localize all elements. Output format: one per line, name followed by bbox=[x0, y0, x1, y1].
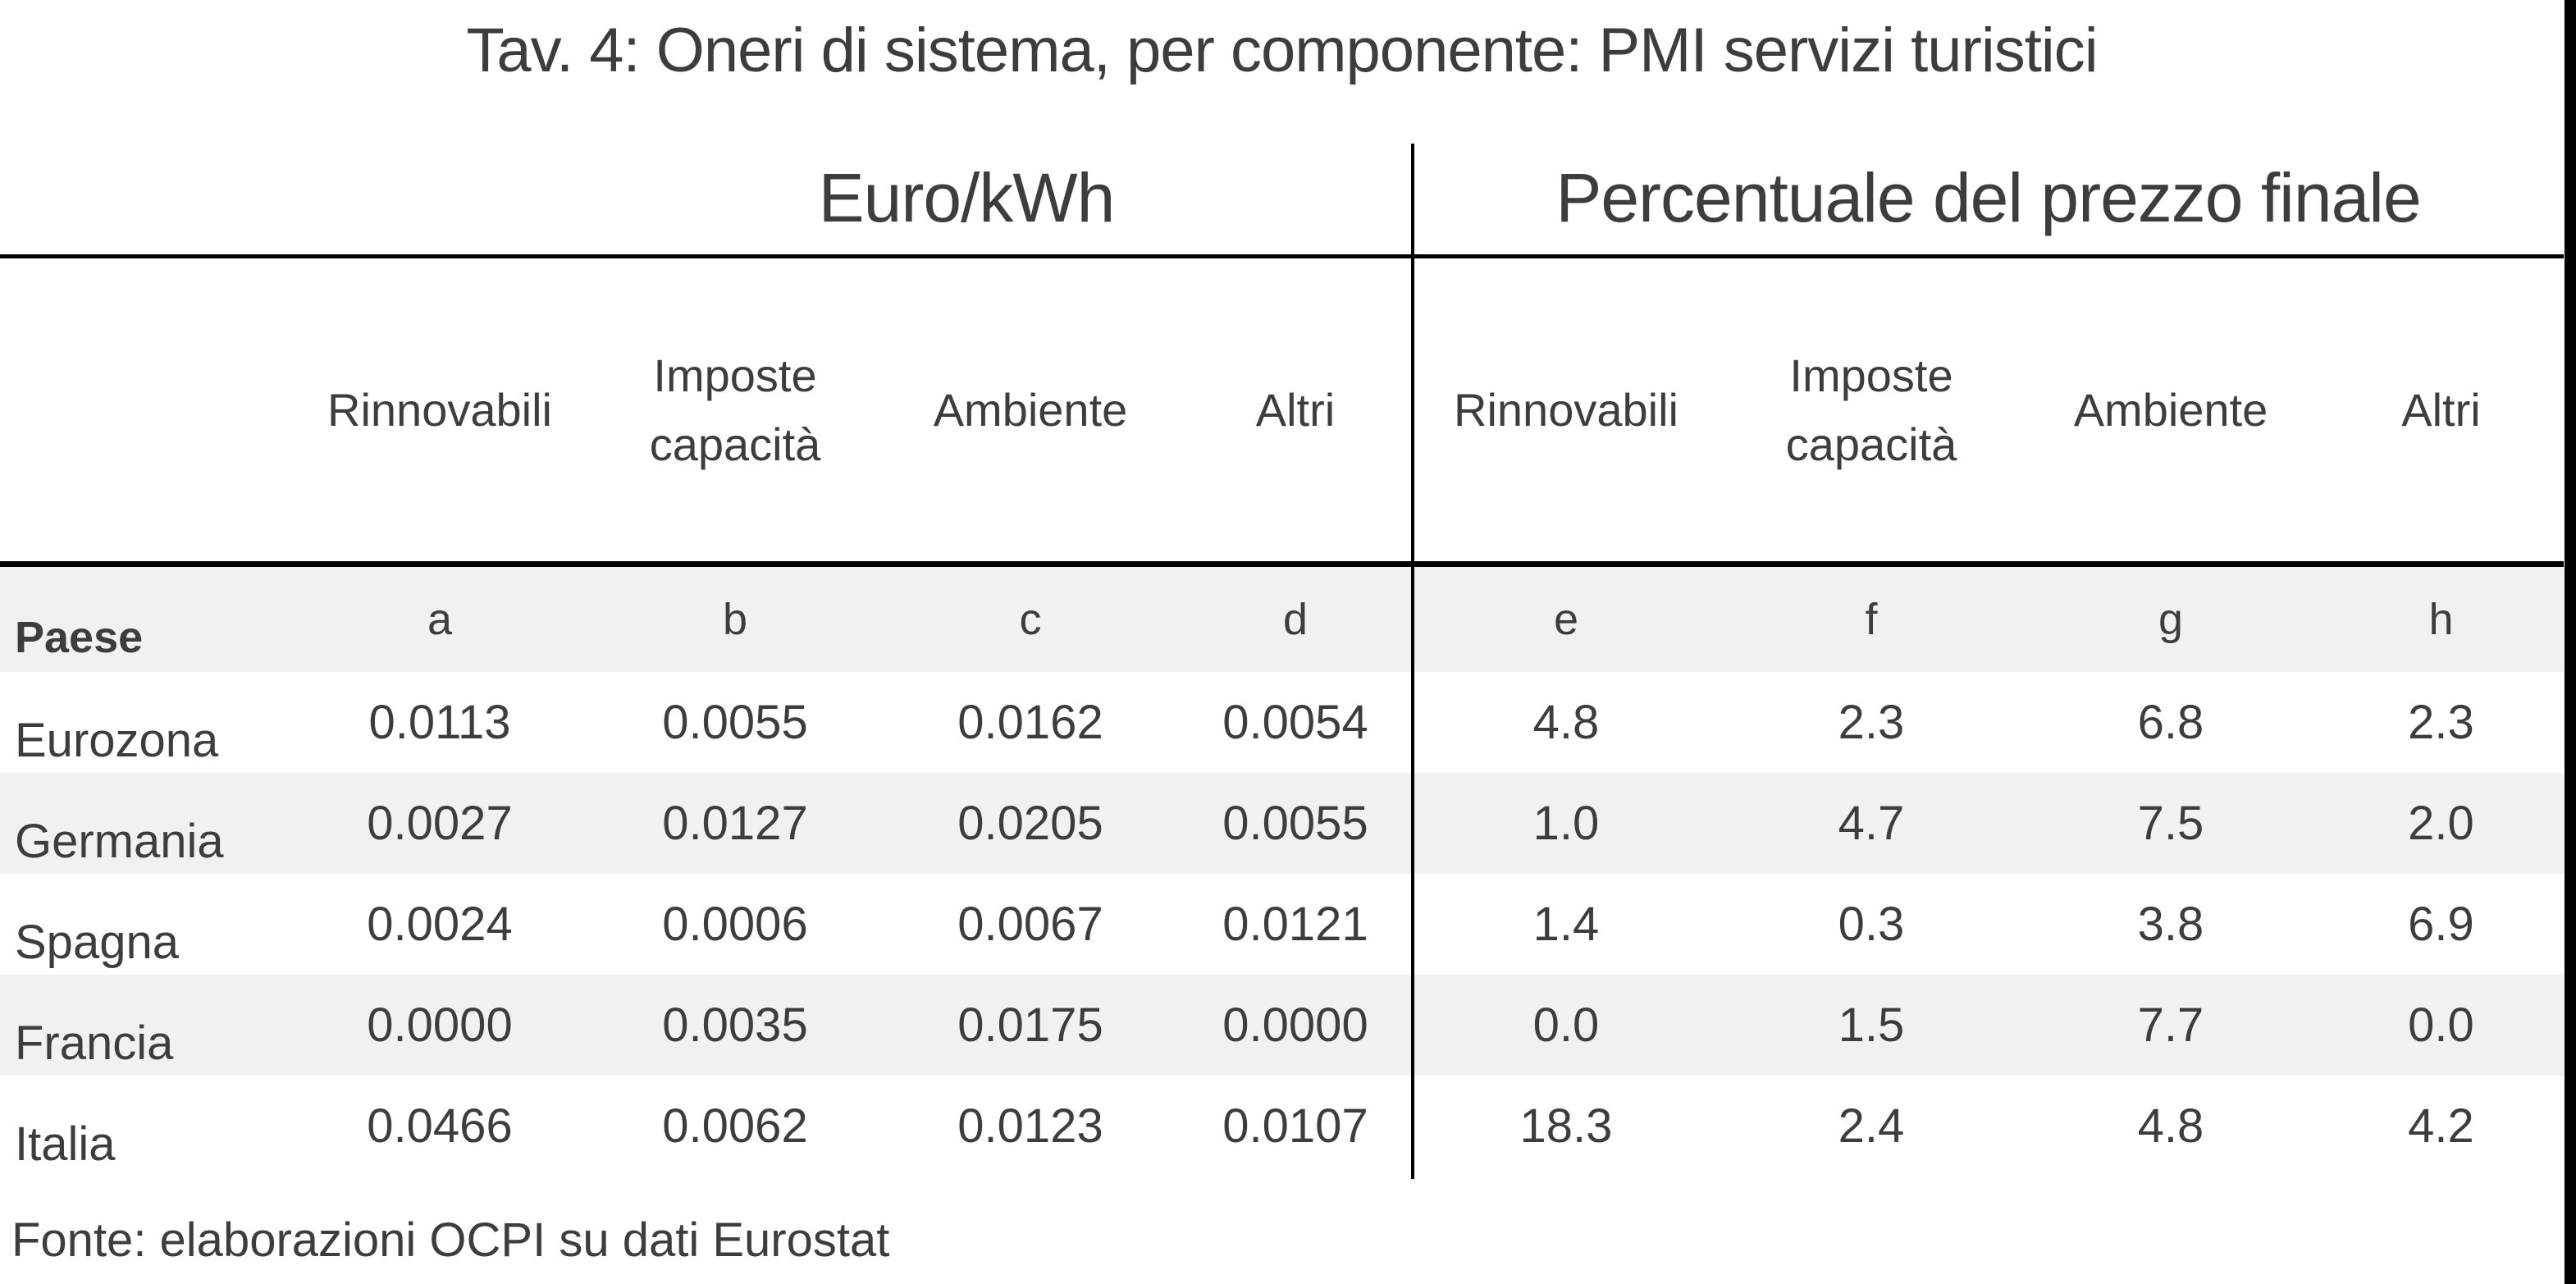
column-key-e: e bbox=[1553, 595, 1579, 644]
value-cell: 0.0162 bbox=[957, 696, 1103, 749]
value-cell: 0.0123 bbox=[957, 1099, 1103, 1153]
value-cell: 2.3 bbox=[2408, 696, 2474, 749]
value-cell: 0.0024 bbox=[367, 898, 513, 951]
value-cell: 2.3 bbox=[1838, 696, 1905, 749]
value-cell: 4.8 bbox=[2137, 1099, 2204, 1153]
value-cell: 0.0107 bbox=[1222, 1099, 1368, 1153]
right-edge-strip bbox=[2565, 0, 2576, 1284]
value-cell: 0.0062 bbox=[662, 1099, 808, 1153]
horizontal-rule-top bbox=[0, 254, 2564, 258]
value-cell: 0.0054 bbox=[1222, 696, 1368, 749]
value-cell: 0.0121 bbox=[1222, 898, 1368, 951]
source-note: Fonte: elaborazioni OCPI su dati Eurosta… bbox=[11, 1213, 890, 1267]
column-header-row: Rinnovabili Imposte capacità Ambiente Al… bbox=[0, 258, 2564, 561]
table-row-francia: Francia 0.0000 0.0035 0.0175 0.0000 0.0 … bbox=[0, 975, 2564, 1076]
column-header-rinnovabili-pct: Rinnovabili bbox=[1454, 383, 1679, 436]
row-label: Germania bbox=[15, 815, 224, 868]
column-key-d: d bbox=[1282, 595, 1309, 644]
group-header-row: Euro/kWh Percentuale del prezzo finale bbox=[0, 139, 2564, 256]
column-header-imposte-euro: Imposte capacità bbox=[649, 349, 821, 470]
value-cell: 0.0055 bbox=[662, 696, 808, 749]
value-cell: 0.0000 bbox=[367, 998, 513, 1052]
horizontal-rule-mid bbox=[0, 561, 2564, 567]
value-cell: 4.7 bbox=[1838, 797, 1905, 850]
value-cell: 0.0055 bbox=[1222, 797, 1368, 850]
value-cell: 1.5 bbox=[1838, 998, 1905, 1052]
value-cell: 0.0466 bbox=[367, 1099, 513, 1153]
table-row-italia: Italia 0.0466 0.0062 0.0123 0.0107 18.3 … bbox=[0, 1076, 2564, 1177]
table-row-germania: Germania 0.0027 0.0127 0.0205 0.0055 1.0… bbox=[0, 773, 2564, 874]
value-cell: 1.4 bbox=[1532, 898, 1600, 951]
column-header-altri-euro: Altri bbox=[1255, 383, 1336, 436]
value-cell: 0.0000 bbox=[1222, 998, 1368, 1052]
row-label: Spagna bbox=[15, 916, 179, 969]
table-row-spagna: Spagna 0.0024 0.0006 0.0067 0.0121 1.4 0… bbox=[0, 874, 2564, 975]
column-key-f: f bbox=[1865, 595, 1878, 644]
value-cell: 18.3 bbox=[1519, 1099, 1613, 1153]
value-cell: 7.5 bbox=[2137, 797, 2204, 850]
value-cell: 0.0006 bbox=[662, 898, 808, 951]
value-cell: 0.0035 bbox=[662, 998, 808, 1052]
value-cell: 7.7 bbox=[2137, 998, 2204, 1052]
value-cell: 0.0127 bbox=[662, 797, 808, 850]
value-cell: 0.0067 bbox=[957, 898, 1103, 951]
column-key-g: g bbox=[2158, 595, 2184, 644]
column-header-rinnovabili-euro: Rinnovabili bbox=[327, 383, 552, 436]
column-key-row: Paese a b c d e f g h bbox=[0, 567, 2564, 672]
column-header-ambiente-euro: Ambiente bbox=[933, 383, 1128, 436]
group-header-euro-kwh: Euro/kWh bbox=[818, 158, 1116, 236]
value-cell: 0.0175 bbox=[957, 998, 1103, 1052]
value-cell: 4.8 bbox=[1532, 696, 1600, 749]
column-key-c: c bbox=[1019, 595, 1042, 644]
value-cell: 4.2 bbox=[2408, 1099, 2474, 1153]
group-header-percentuale: Percentuale del prezzo finale bbox=[1555, 158, 2421, 236]
value-cell: 1.0 bbox=[1532, 797, 1600, 850]
page-title: Tav. 4: Oneri di sistema, per componente… bbox=[466, 16, 2098, 85]
column-header-imposte-pct: Imposte capacità bbox=[1785, 349, 1957, 470]
value-cell: 0.0 bbox=[1532, 998, 1600, 1052]
value-cell: 3.8 bbox=[2137, 898, 2204, 951]
column-key-a: a bbox=[427, 595, 453, 644]
value-cell: 2.0 bbox=[2408, 797, 2474, 850]
value-cell: 0.0205 bbox=[957, 797, 1103, 850]
value-cell: 6.8 bbox=[2137, 696, 2204, 749]
row-label: Italia bbox=[15, 1117, 116, 1171]
value-cell: 2.4 bbox=[1838, 1099, 1905, 1153]
value-cell: 0.3 bbox=[1838, 898, 1905, 951]
column-key-h: h bbox=[2428, 595, 2454, 644]
value-cell: 0.0113 bbox=[368, 696, 511, 749]
value-cell: 0.0027 bbox=[367, 797, 513, 850]
table-row-eurozona: Eurozona 0.0113 0.0055 0.0162 0.0054 4.8… bbox=[0, 672, 2564, 773]
vertical-divider bbox=[1411, 144, 1414, 1179]
row-header-paese: Paese bbox=[15, 613, 144, 662]
table-body: Eurozona 0.0113 0.0055 0.0162 0.0054 4.8… bbox=[0, 672, 2564, 1177]
row-label: Eurozona bbox=[15, 714, 219, 767]
value-cell: 6.9 bbox=[2408, 898, 2474, 951]
value-cell: 0.0 bbox=[2408, 998, 2474, 1052]
row-label: Francia bbox=[15, 1017, 174, 1070]
column-header-ambiente-pct: Ambiente bbox=[2073, 383, 2268, 436]
column-header-altri-pct: Altri bbox=[2401, 383, 2481, 436]
column-key-b: b bbox=[722, 595, 748, 644]
